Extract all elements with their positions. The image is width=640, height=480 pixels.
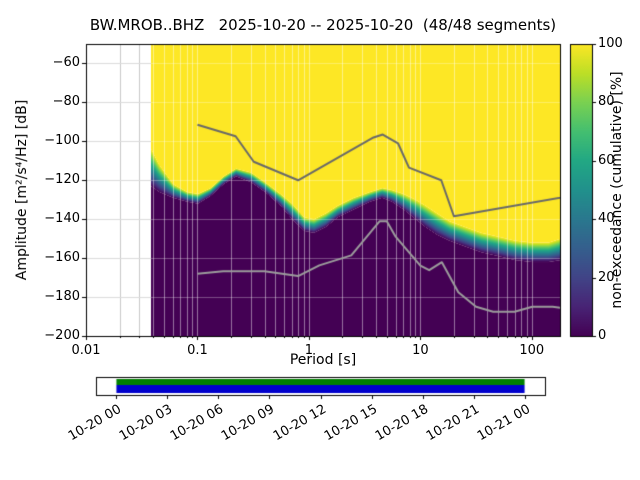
y-tick-label: −120 <box>44 172 80 188</box>
y-tick-label: −200 <box>44 328 80 343</box>
y-tick-label: −60 <box>52 55 80 71</box>
colorbar-tick-label: 40 <box>598 211 615 227</box>
plot-title: BW.MROB..BHZ 2025-10-20 -- 2025-10-20 (4… <box>89 16 557 34</box>
colorbar-tick-label: 100 <box>598 36 623 51</box>
y-tick-label: −140 <box>44 211 80 227</box>
colorbar-tick-label: 20 <box>598 269 615 285</box>
x-tick-label: 0.01 <box>71 343 101 358</box>
y-tick-label: −100 <box>44 133 80 149</box>
y-tick-label: −80 <box>52 94 80 110</box>
y-tick-label: −180 <box>44 289 80 305</box>
x-tick-label: 0.1 <box>187 343 208 358</box>
y-tick-label: −160 <box>44 250 80 266</box>
x-tick-label: 10 <box>412 343 429 358</box>
colorbar-tick-label: 60 <box>598 152 615 168</box>
colorbar-tick-label: 0 <box>598 328 607 343</box>
colorbar-tick-label: 80 <box>598 94 615 110</box>
x-tick-label: 1 <box>304 343 314 358</box>
x-axis-label: Period [s] <box>289 352 357 368</box>
x-tick-label: 100 <box>519 343 545 358</box>
